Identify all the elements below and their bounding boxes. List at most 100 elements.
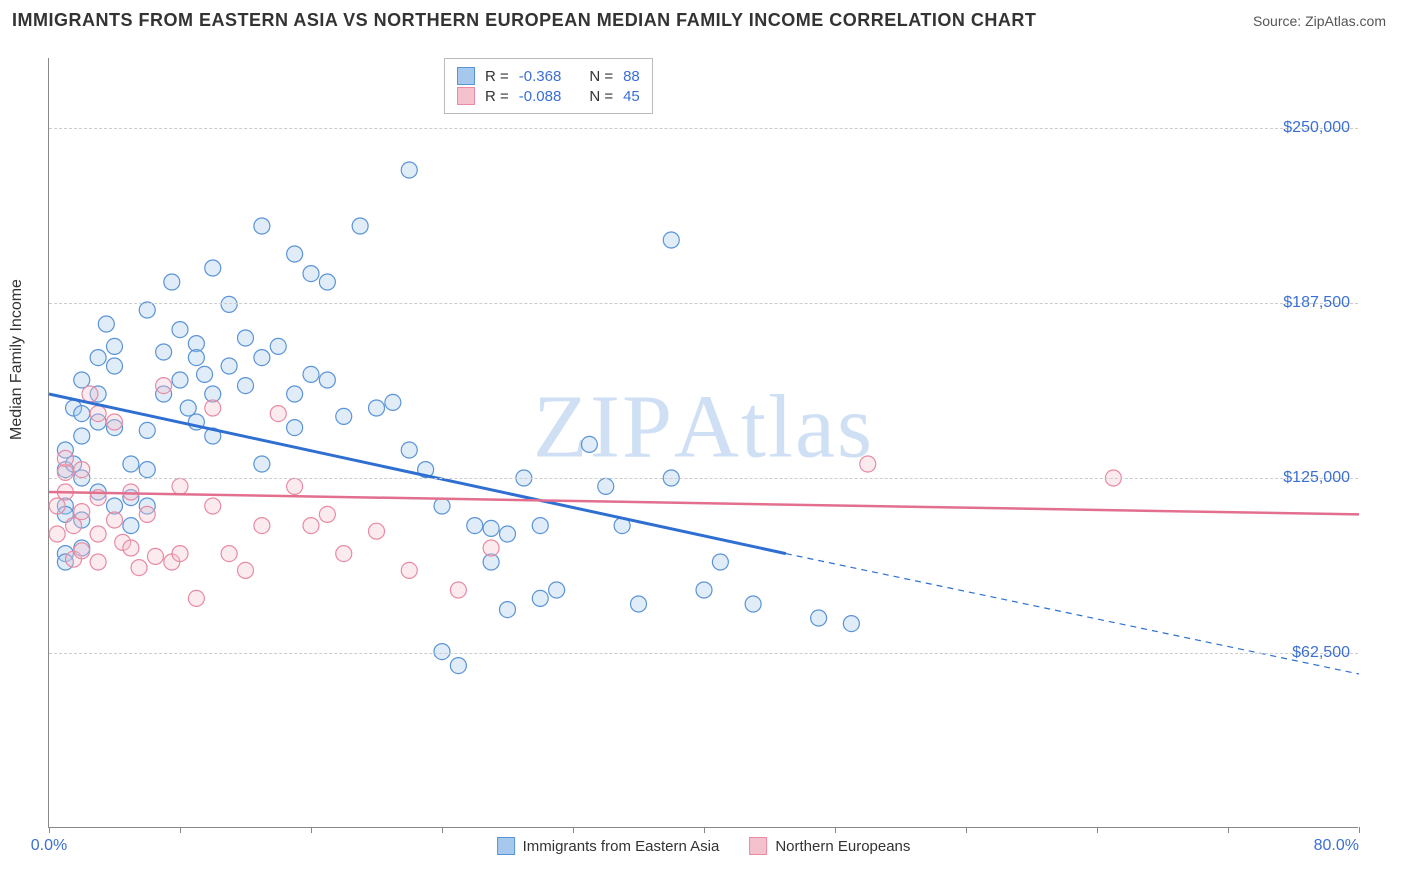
data-point bbox=[532, 590, 548, 606]
x-tick bbox=[311, 827, 312, 833]
legend-label: Immigrants from Eastern Asia bbox=[523, 838, 720, 855]
data-point bbox=[172, 478, 188, 494]
y-tick-label: $62,500 bbox=[1292, 644, 1350, 662]
trend-line-extrapolated bbox=[786, 554, 1359, 674]
data-point bbox=[74, 504, 90, 520]
data-point bbox=[598, 478, 614, 494]
data-point bbox=[303, 518, 319, 534]
stat-r-label: R = bbox=[485, 88, 509, 105]
data-point bbox=[500, 602, 516, 618]
x-tick bbox=[1359, 827, 1360, 833]
data-point bbox=[238, 562, 254, 578]
data-point bbox=[303, 266, 319, 282]
data-point bbox=[287, 420, 303, 436]
data-point bbox=[549, 582, 565, 598]
data-point bbox=[385, 394, 401, 410]
data-point bbox=[74, 543, 90, 559]
stat-r-value: -0.368 bbox=[519, 68, 562, 85]
data-point bbox=[107, 338, 123, 354]
data-point bbox=[139, 422, 155, 438]
data-point bbox=[254, 350, 270, 366]
data-point bbox=[270, 406, 286, 422]
data-point bbox=[90, 350, 106, 366]
data-point bbox=[82, 386, 98, 402]
data-point bbox=[205, 498, 221, 514]
x-tick bbox=[1097, 827, 1098, 833]
data-point bbox=[147, 548, 163, 564]
data-point bbox=[254, 218, 270, 234]
stat-n-value: 45 bbox=[623, 88, 640, 105]
stats-box: R = -0.368 N = 88 R = -0.088 N = 45 bbox=[444, 58, 653, 114]
data-point bbox=[139, 462, 155, 478]
y-axis-label: Median Family Income bbox=[8, 279, 26, 440]
data-point bbox=[663, 232, 679, 248]
data-point bbox=[172, 546, 188, 562]
legend-swatch bbox=[457, 87, 475, 105]
data-point bbox=[254, 456, 270, 472]
data-point bbox=[369, 400, 385, 416]
legend-item: Immigrants from Eastern Asia bbox=[497, 837, 720, 855]
data-point bbox=[450, 658, 466, 674]
legend-swatch bbox=[497, 837, 515, 855]
x-tick bbox=[835, 827, 836, 833]
x-tick bbox=[573, 827, 574, 833]
data-point bbox=[238, 378, 254, 394]
legend-label: Northern Europeans bbox=[775, 838, 910, 855]
data-point bbox=[172, 372, 188, 388]
stat-n-value: 88 bbox=[623, 68, 640, 85]
x-tick bbox=[1228, 827, 1229, 833]
legend-swatch bbox=[457, 67, 475, 85]
data-point bbox=[57, 450, 73, 466]
stats-row: R = -0.088 N = 45 bbox=[457, 87, 640, 105]
data-point bbox=[156, 344, 172, 360]
data-point bbox=[811, 610, 827, 626]
source-label: Source: ZipAtlas.com bbox=[1253, 13, 1386, 29]
data-point bbox=[319, 506, 335, 522]
data-point bbox=[221, 546, 237, 562]
data-point bbox=[500, 526, 516, 542]
trend-line bbox=[49, 492, 1359, 514]
data-point bbox=[401, 442, 417, 458]
x-tick bbox=[49, 827, 50, 833]
stat-n-label: N = bbox=[589, 68, 613, 85]
stats-row: R = -0.368 N = 88 bbox=[457, 67, 640, 85]
stat-r-label: R = bbox=[485, 68, 509, 85]
data-point bbox=[287, 478, 303, 494]
x-tick bbox=[966, 827, 967, 833]
data-point bbox=[74, 462, 90, 478]
gridline bbox=[49, 128, 1358, 129]
data-point bbox=[352, 218, 368, 234]
data-point bbox=[172, 322, 188, 338]
data-point bbox=[712, 554, 728, 570]
x-tick bbox=[704, 827, 705, 833]
data-point bbox=[319, 274, 335, 290]
gridline bbox=[49, 478, 1358, 479]
data-point bbox=[270, 338, 286, 354]
data-point bbox=[66, 518, 82, 534]
data-point bbox=[107, 512, 123, 528]
data-point bbox=[221, 296, 237, 312]
stat-n-label: N = bbox=[589, 88, 613, 105]
data-point bbox=[696, 582, 712, 598]
data-point bbox=[336, 408, 352, 424]
data-point bbox=[107, 414, 123, 430]
chart-plot-area: ZIPAtlas R =-0.368N =88R =-0.088N =45 Im… bbox=[48, 58, 1358, 828]
data-point bbox=[205, 260, 221, 276]
data-point bbox=[74, 372, 90, 388]
data-point bbox=[238, 330, 254, 346]
data-point bbox=[107, 358, 123, 374]
legend: Immigrants from Eastern Asia Northern Eur… bbox=[497, 837, 911, 855]
legend-swatch bbox=[749, 837, 767, 855]
data-point bbox=[188, 590, 204, 606]
data-point bbox=[123, 456, 139, 472]
data-point bbox=[49, 526, 65, 542]
data-point bbox=[483, 540, 499, 556]
data-point bbox=[860, 456, 876, 472]
gridline bbox=[49, 303, 1358, 304]
stat-r-value: -0.088 bbox=[519, 88, 562, 105]
x-tick bbox=[180, 827, 181, 833]
data-point bbox=[336, 546, 352, 562]
data-point bbox=[180, 400, 196, 416]
data-point bbox=[450, 582, 466, 598]
data-point bbox=[90, 406, 106, 422]
